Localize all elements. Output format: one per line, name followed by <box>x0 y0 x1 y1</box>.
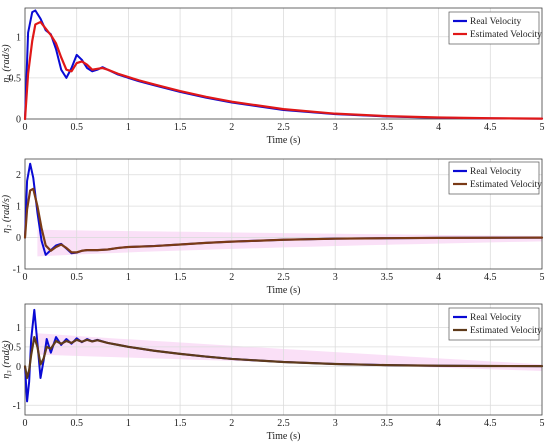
x-tick-label: 4 <box>436 122 441 133</box>
y-tick-label: 0 <box>16 115 21 126</box>
x-axis-label: Time (s) <box>267 135 301 146</box>
x-axis-label: Time (s) <box>267 285 301 296</box>
y-tick-label: 1 <box>16 202 21 213</box>
x-tick-label: 3.5 <box>381 418 394 429</box>
x-tick-label: 3 <box>333 122 338 133</box>
legend-entry-label: Real Velocity <box>470 167 522 177</box>
legend-entry-label: Estimated Velocity <box>470 326 542 336</box>
legend: Real Velocity Estimated Velocity <box>448 307 542 341</box>
y-tick-label: 1 <box>16 323 21 334</box>
x-tick-label: 1.5 <box>174 418 187 429</box>
y-tick-label: 1 <box>16 32 21 43</box>
x-tick-label: 0.5 <box>70 418 83 429</box>
x-tick-label: 4 <box>436 418 441 429</box>
x-tick-label: 1.5 <box>174 272 187 283</box>
legend: Real Velocity Estimated Velocity <box>448 161 542 195</box>
y-axis-label: η₁ (rad/s) <box>1 44 12 83</box>
y-tick-label: 0.5 <box>9 342 22 353</box>
legend-entry-label: Estimated Velocity <box>470 180 542 190</box>
x-tick-label: 0.5 <box>70 122 83 133</box>
y-tick-label: -1 <box>13 265 21 276</box>
error-band <box>37 229 543 257</box>
x-tick-label: 2.5 <box>277 418 290 429</box>
legend-box <box>448 307 540 341</box>
x-tick-label: 1 <box>126 272 131 283</box>
x-tick-label: 3 <box>333 418 338 429</box>
y-tick-label: -1 <box>13 401 21 412</box>
legend-box <box>448 161 540 195</box>
x-tick-label: 4 <box>436 272 441 283</box>
x-tick-label: 1.5 <box>174 122 187 133</box>
x-tick-label: 5 <box>540 122 545 133</box>
x-tick-label: 0 <box>23 122 28 133</box>
series-line-estimated-velocity <box>23 187 544 254</box>
subplot-1: 0 0.5 1 1.5 2 2.5 3 3.5 4 4.5 5 0 0.5 1 Time (s) η₁ (ra… <box>1 7 545 146</box>
x-tick-label: 4.5 <box>484 272 497 283</box>
x-tick-label: 1 <box>126 122 131 133</box>
x-tick-label: 5 <box>540 418 545 429</box>
x-tick-label: 4.5 <box>484 418 497 429</box>
x-tick-label: 0 <box>23 418 28 429</box>
x-tick-label: 0 <box>23 272 28 283</box>
x-tick-label: 4.5 <box>484 122 497 133</box>
y-tick-label: 0.5 <box>9 73 22 84</box>
series-line-estimated-velocity <box>23 20 544 121</box>
x-tick-label: 2.5 <box>277 272 290 283</box>
x-tick-label: 5 <box>540 272 545 283</box>
axes-frame <box>24 303 543 416</box>
y-tick-label: 2 <box>16 170 21 181</box>
legend: Real Velocity Estimated Velocity <box>448 11 542 45</box>
x-tick-label: 3.5 <box>381 122 394 133</box>
x-tick-label: 2 <box>229 272 234 283</box>
y-tick-label: 0 <box>16 362 21 373</box>
x-tick-label: 1 <box>126 418 131 429</box>
legend-entry-label: Real Velocity <box>470 17 522 27</box>
legend-box <box>448 11 540 45</box>
series-line-estimated-velocity <box>23 336 544 380</box>
legend-entry-label: Estimated Velocity <box>470 30 542 40</box>
x-tick-label: 2 <box>229 418 234 429</box>
x-tick-label: 2 <box>229 122 234 133</box>
x-tick-label: 3.5 <box>381 272 394 283</box>
x-tick-label: 3 <box>333 272 338 283</box>
error-band <box>37 333 543 371</box>
x-tick-label: 2.5 <box>277 122 290 133</box>
x-tick-label: 0.5 <box>70 272 83 283</box>
x-axis-label: Time (s) <box>267 431 301 442</box>
axes-frame <box>24 7 543 120</box>
y-tick-label: 0 <box>16 233 21 244</box>
y-axis-label: η₃ (rad/s) <box>1 340 12 379</box>
y-axis-label: η₂ (rad/s) <box>1 194 12 233</box>
legend-entry-label: Real Velocity <box>470 313 522 323</box>
